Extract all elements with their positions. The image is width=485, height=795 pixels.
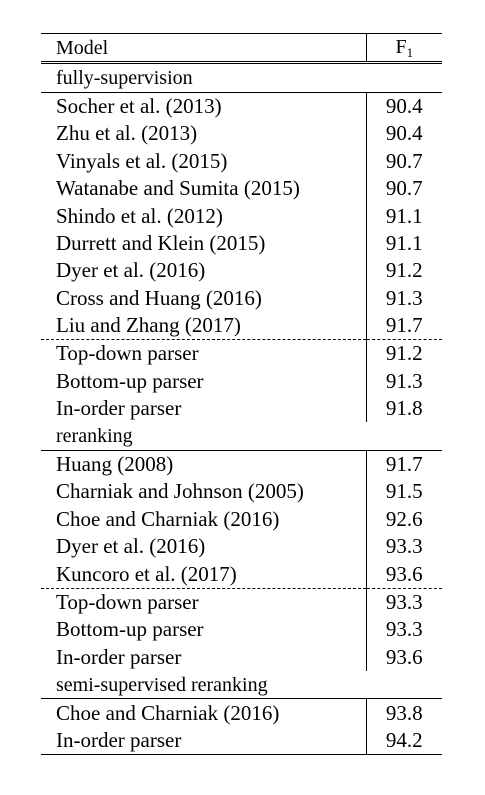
model-name-cell: Charniak and Johnson (2005) [41,478,367,506]
table-row: Bottom-up parser 93.3 [41,616,442,644]
f1-score-cell: 93.3 [385,617,423,642]
table-row: In-order parser 93.6 [41,643,442,671]
model-name-cell: Watanabe and Sumita (2015) [41,174,367,203]
model-name-cell: Bottom-up parser [41,616,367,644]
section-header-row: semi-supervised reranking [41,670,442,700]
table-row: Dyer et al. (2016) 93.3 [41,533,442,561]
model-name-cell: Dyer et al. (2016) [41,533,367,561]
model-name-cell: Huang (2008) [41,450,367,479]
f1-score-cell: 91.5 [385,479,423,504]
f1-score-cell: 93.8 [385,700,423,725]
f1-score-cell: 93.3 [385,534,423,559]
table-row: In-order parser 91.8 [41,395,442,423]
table-row: Kuncoro et al. (2017) 93.6 [41,560,442,589]
f1-score-cell: 92.6 [385,506,423,531]
model-name-cell: Liu and Zhang (2017) [41,311,367,340]
model-name-cell: Choe and Charniak (2016) [41,698,367,727]
model-name-cell: In-order parser [41,643,367,671]
f1-score-cell: 90.4 [385,121,423,146]
f1-score-cell: 90.7 [385,176,423,201]
table-row: Choe and Charniak (2016) 92.6 [41,505,442,534]
section-header-row: reranking [41,422,442,451]
f1-score-cell: 91.7 [385,313,423,338]
f1-score-cell: 93.3 [366,587,442,617]
metric-label: F [395,35,407,58]
table-row: Top-down parser 93.3 [41,587,442,617]
table-row: In-order parser 94.2 [41,726,442,756]
model-name-cell: Dyer et al. (2016) [41,257,367,285]
section-header-row: fully-supervision [41,62,442,93]
section-title: reranking [41,422,442,451]
f1-score-cell: 91.3 [385,285,423,310]
table-row: Top-down parser 91.2 [41,339,442,368]
f1-score-cell: 91.1 [385,203,423,228]
table-row: Liu and Zhang (2017) 91.7 [41,311,442,340]
results-table: Model F1 fully-supervision Socher et al. … [41,32,442,756]
f1-score-cell: 91.7 [385,452,423,477]
table-header-row: Model F1 [41,32,442,65]
section-title: fully-supervision [41,62,442,93]
model-name-cell: Cross and Huang (2016) [41,284,367,312]
table-row: Zhu et al. (2013) 90.4 [41,120,442,148]
f1-score-cell: 91.2 [366,339,442,368]
table-row: Charniak and Johnson (2005) 91.5 [41,478,442,506]
f1-score-cell: 91.1 [385,230,423,255]
table-row: Vinyals et al. (2015) 90.7 [41,147,442,175]
metric-subscript: 1 [406,44,414,60]
table-row: Cross and Huang (2016) 91.3 [41,284,442,312]
model-name-cell: Bottom-up parser [41,367,367,396]
f1-score-cell-best: 91.8 [385,396,423,421]
model-name-cell: In-order parser [41,395,367,423]
model-name-cell: Choe and Charniak (2016) [41,505,367,534]
f1-score-cell: 90.7 [385,148,423,173]
model-name-cell: Zhu et al. (2013) [41,120,367,148]
model-name-cell: Top-down parser [41,339,367,368]
f1-score-cell-best: 93.6 [385,644,423,669]
table-row: Socher et al. (2013) 90.4 [41,92,442,121]
table-row: Watanabe and Sumita (2015) 90.7 [41,174,442,203]
f1-score-cell: 90.4 [385,93,423,118]
table-row: Choe and Charniak (2016) 93.8 [41,698,442,727]
f1-score-cell-best: 94.2 [366,726,442,756]
table-row: Bottom-up parser 91.3 [41,367,442,396]
model-name-cell: Socher et al. (2013) [41,92,367,121]
f1-score-cell-best: 93.6 [385,561,423,586]
model-name-cell: Top-down parser [41,587,367,617]
model-name-cell: Shindo et al. (2012) [41,202,367,230]
model-name-cell: In-order parser [41,726,367,756]
table-row: Durrett and Klein (2015) 91.1 [41,229,442,258]
f1-score-cell: 91.2 [385,258,423,283]
model-name-cell: Durrett and Klein (2015) [41,229,367,258]
f1-column-header: F1 [366,32,442,65]
f1-score-cell: 91.3 [385,368,423,393]
table-body: fully-supervision Socher et al. (2013) 90.… [41,62,442,756]
model-name-cell: Kuncoro et al. (2017) [41,560,367,589]
model-column-header: Model [41,32,367,65]
model-name-cell: Vinyals et al. (2015) [41,147,367,175]
table-row: Huang (2008) 91.7 [41,450,442,479]
section-title: semi-supervised reranking [41,670,442,700]
table-row: Shindo et al. (2012) 91.1 [41,202,442,230]
table-row: Dyer et al. (2016) 91.2 [41,257,442,285]
